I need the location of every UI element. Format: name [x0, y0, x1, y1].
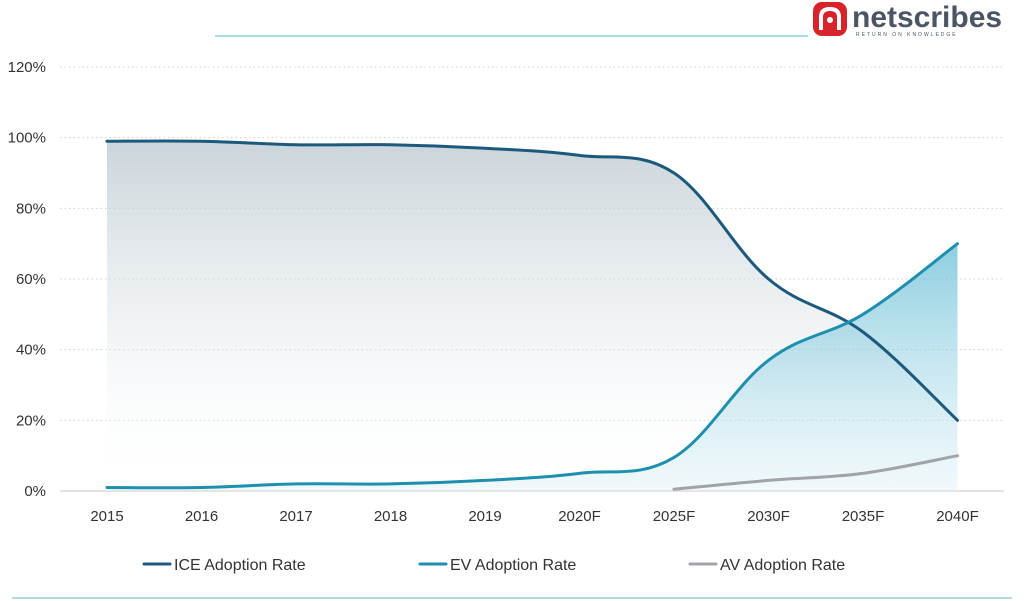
x-tick-label: 2017: [279, 508, 312, 525]
series-lines: [105, 139, 959, 491]
netscribes-logo-icon: [813, 2, 847, 36]
x-tick-label: 2030F: [747, 508, 790, 525]
x-tick-label: 2019: [468, 508, 501, 525]
y-tick-label: 120%: [8, 59, 46, 76]
y-axis-ticks: 0% 20% 40% 60% 80% 100% 120%: [8, 59, 46, 500]
legend-label: AV Adoption Rate: [720, 557, 845, 574]
y-tick-label: 60%: [16, 271, 46, 288]
x-tick-label: 2018: [374, 508, 407, 525]
logo-tagline: RETURN ON KNOWLEDGE: [856, 32, 958, 38]
series-line-2: [105, 242, 959, 490]
x-tick-label: 2020F: [558, 508, 601, 525]
x-tick-label: 2025F: [653, 508, 696, 525]
netscribes-logo: netscribes RETURN ON KNOWLEDGE: [813, 1, 1002, 38]
x-tick-label: 2016: [185, 508, 218, 525]
y-tick-label: 40%: [16, 342, 46, 359]
series-line-3: [672, 454, 959, 491]
x-tick-label: 2040F: [936, 508, 979, 525]
series-area-2: [107, 243, 958, 491]
y-tick-label: 100%: [8, 130, 46, 147]
x-tick-label: 2035F: [842, 508, 885, 525]
y-tick-label: 80%: [16, 200, 46, 217]
legend-label: EV Adoption Rate: [450, 557, 576, 574]
series-areas: [107, 140, 958, 491]
logo-wordmark: netscribes: [852, 1, 1002, 34]
y-tick-label: 0%: [24, 483, 46, 500]
x-tick-label: 2015: [90, 508, 123, 525]
legend-label: ICE Adoption Rate: [174, 557, 306, 574]
y-tick-label: 20%: [16, 412, 46, 429]
legend: ICE Adoption Rate EV Adoption Rate AV Adop…: [142, 557, 845, 574]
series-line-1: [105, 139, 959, 422]
x-axis-ticks: 2015 2016 2017 2018 2019 2020F 2025F 2030F 2035F…: [90, 508, 978, 525]
